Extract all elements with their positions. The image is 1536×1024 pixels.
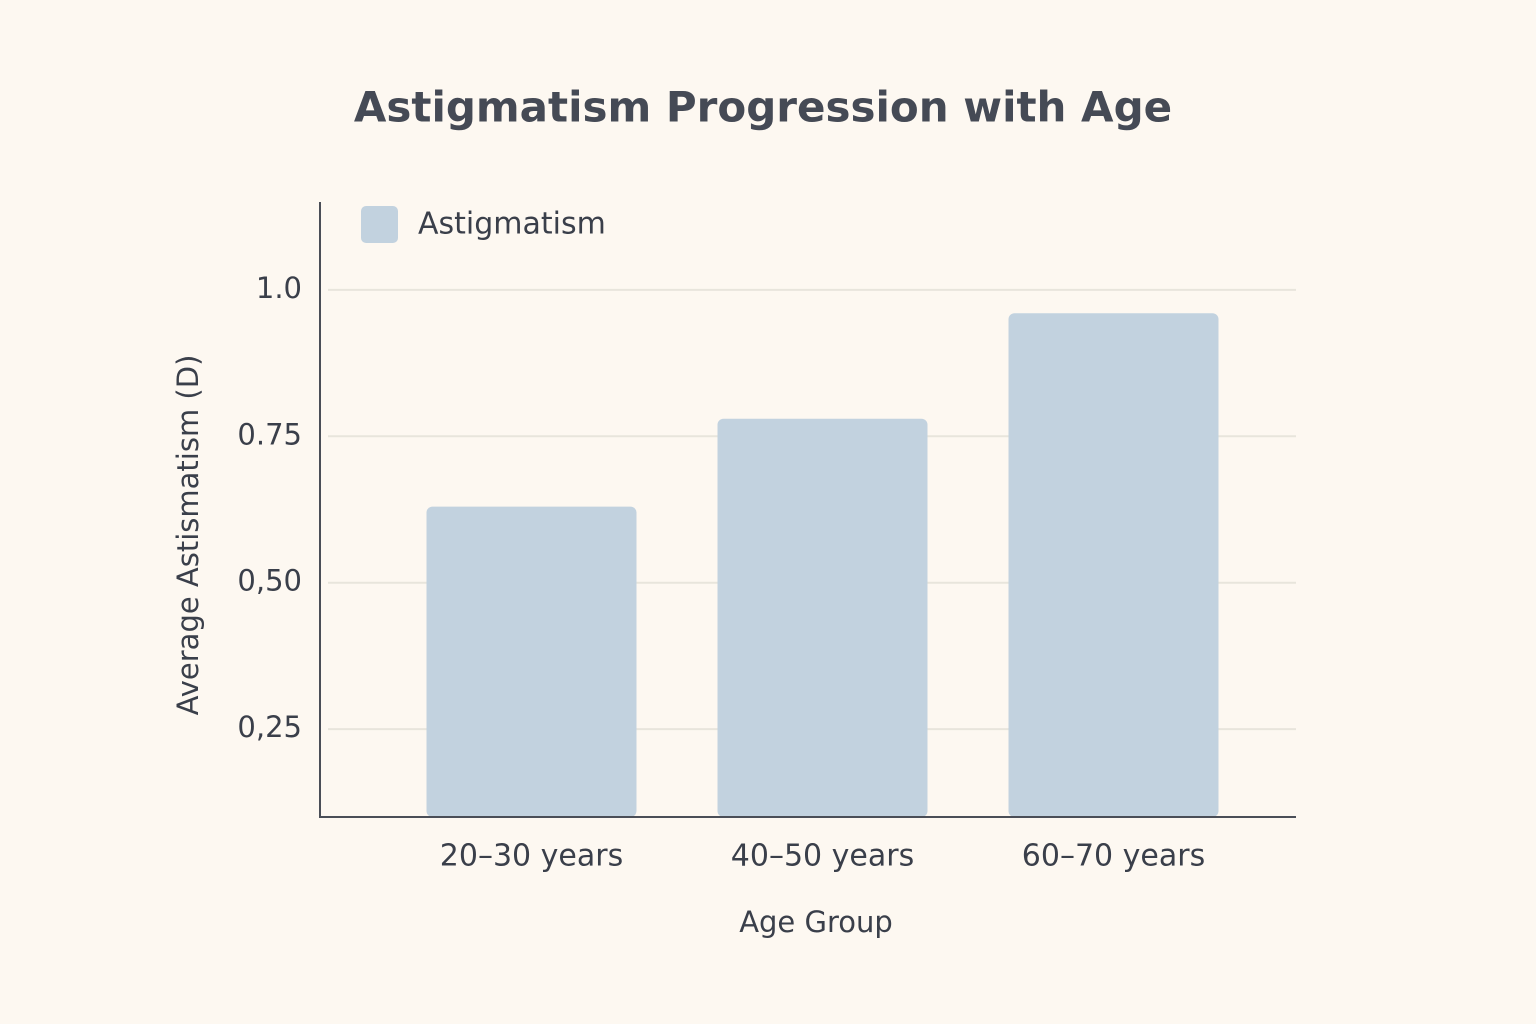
bar — [717, 418, 928, 817]
bar — [1008, 313, 1219, 817]
legend-label: Astigmatism — [418, 207, 606, 242]
x-tick-label: 60–70 years — [1022, 839, 1205, 874]
x-tick-label: 40–50 years — [731, 839, 914, 874]
bar — [426, 506, 637, 817]
x-axis-title: Age Group — [739, 905, 893, 939]
y-tick-label: 0.75 — [237, 417, 302, 451]
bars — [426, 313, 1219, 817]
chart-title: Astigmatism Progression with Age — [354, 83, 1172, 132]
y-axis-title: Average Astismatism (D) — [171, 355, 205, 716]
y-tick-label: 1.0 — [256, 271, 302, 305]
legend-swatch — [361, 206, 398, 243]
y-tick-label: 0,50 — [237, 564, 302, 598]
legend: Astigmatism — [361, 206, 606, 243]
y-tick-label: 0,25 — [237, 710, 302, 744]
x-tick-label: 20–30 years — [440, 839, 623, 874]
